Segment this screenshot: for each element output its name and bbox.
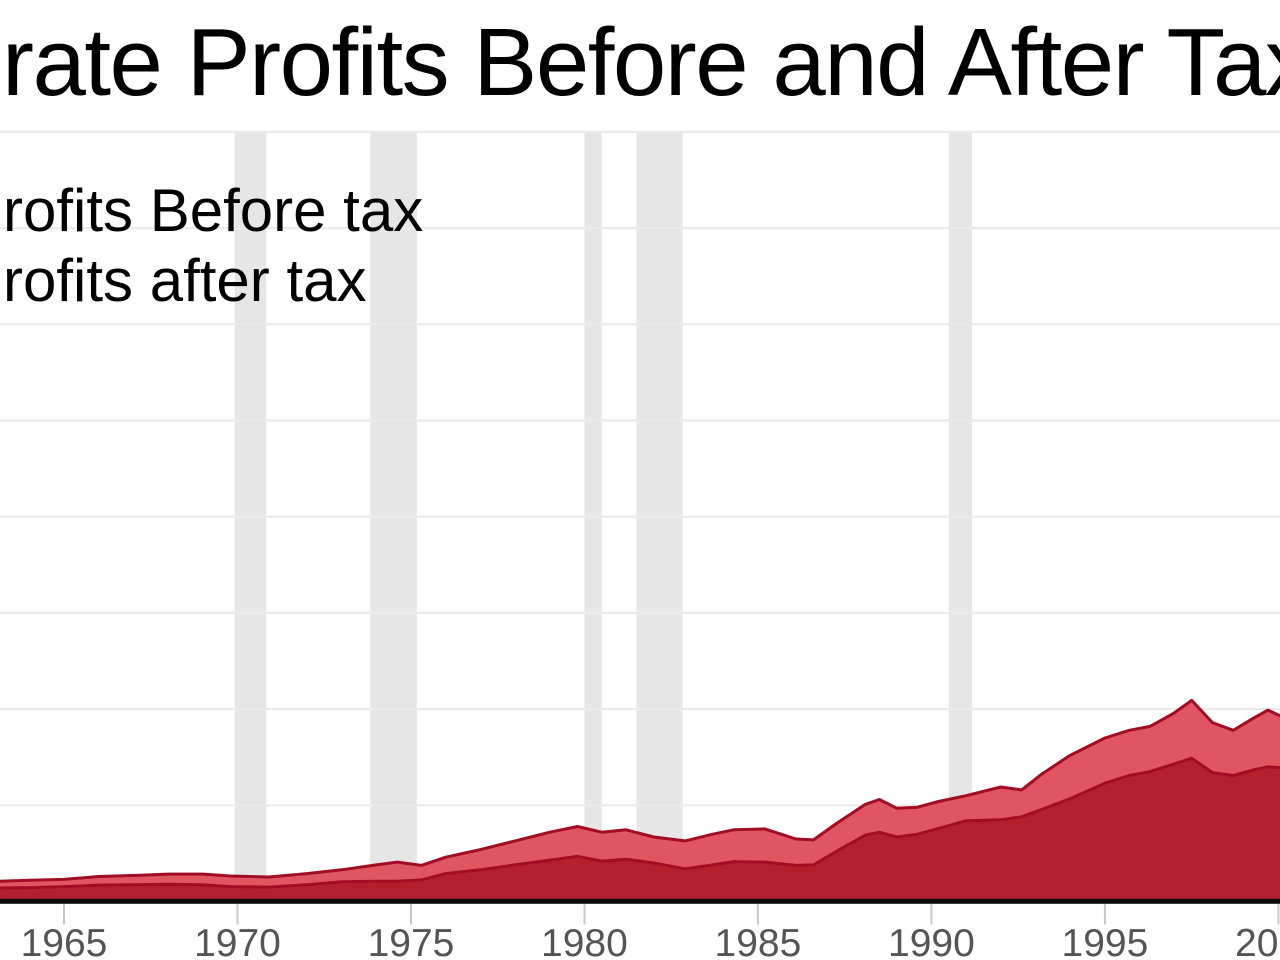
chart-title: Corporate Profits Before and After Tax [0, 9, 1280, 116]
x-tick-label-2000: 2000 [1235, 922, 1280, 960]
legend-item-before-tax: Profits Before tax [0, 176, 423, 246]
x-tick-label-1995: 1995 [1061, 922, 1149, 960]
x-tick-label-1990: 1990 [888, 922, 975, 960]
before-tax-line [0, 698, 1280, 883]
legend-label-before-tax: Profits Before tax [0, 177, 424, 244]
legend-label-after-tax: Profits after tax [0, 247, 367, 314]
x-axis-line [0, 898, 1280, 904]
recession-band [948, 130, 973, 899]
x-tick-label-1965: 1965 [20, 922, 108, 960]
recession-band [584, 130, 602, 899]
legend: Profits Before tax Profits after tax [0, 176, 423, 316]
x-tick-label-1985: 1985 [714, 922, 802, 960]
recession-band [636, 130, 683, 899]
x-tick-label-1975: 1975 [367, 922, 455, 960]
legend-item-after-tax: Profits after tax [0, 246, 423, 316]
recession-band [370, 130, 417, 899]
after-tax-line [0, 756, 1280, 890]
x-tick-label-1980: 1980 [541, 922, 628, 960]
recession-band [234, 130, 267, 899]
after-tax-area [0, 758, 1280, 902]
x-tick-label-1970: 1970 [194, 922, 281, 960]
